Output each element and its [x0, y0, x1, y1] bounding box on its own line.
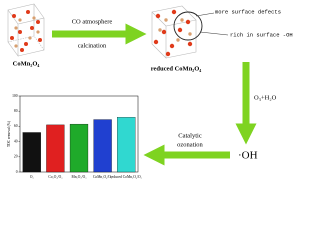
bar — [93, 119, 112, 173]
crystal-structure — [151, 5, 229, 59]
y-tick-label: 80 — [14, 109, 18, 113]
x-tick-label: Co₃O₄/O₃ — [48, 175, 63, 179]
y-tick-label: 20 — [14, 155, 18, 159]
graphical-abstract: CoMn₂O₄ CO atmosphere calcination reduce… — [7, 3, 293, 179]
y-axis-label: TOC removal (%) — [7, 120, 11, 147]
bar — [117, 117, 136, 173]
material-label: CoMn₂O₄ — [13, 60, 40, 67]
y-tick-label: 0 — [16, 170, 18, 174]
x-tick-label: O₃ — [30, 175, 35, 179]
radical: ·OH — [238, 150, 258, 162]
callout: rich in surface -OH — [230, 31, 293, 38]
x-tick-label: Mn₂O₃/O₃ — [72, 175, 88, 179]
step-label: O₃+H₂O — [254, 94, 277, 101]
x-tick-label: CoMn₂O₄/O₃ — [93, 175, 113, 179]
step-label: ozonation — [177, 141, 203, 148]
step-label: Catalytic — [178, 132, 202, 139]
y-tick-label: 60 — [14, 124, 18, 128]
bar — [46, 124, 65, 173]
callout: more surface defects — [215, 8, 281, 15]
inset-chart: 0 20 40 60 80 100 TOC removal (%) O₃ Co₃O₄/O₃ Mn₂… — [7, 94, 143, 179]
material-label: reduced CoMn₂O₄ — [151, 65, 202, 72]
bar — [22, 132, 41, 173]
step-label: calcination — [78, 42, 107, 49]
step-label: CO atmosphere — [72, 18, 113, 25]
bar — [69, 123, 89, 173]
crystal-structure — [7, 3, 45, 57]
y-tick-label: 100 — [12, 94, 18, 98]
x-tick-label: reduced CoMn₂O₄/O₃ — [110, 175, 142, 179]
y-tick-label: 40 — [14, 139, 18, 143]
